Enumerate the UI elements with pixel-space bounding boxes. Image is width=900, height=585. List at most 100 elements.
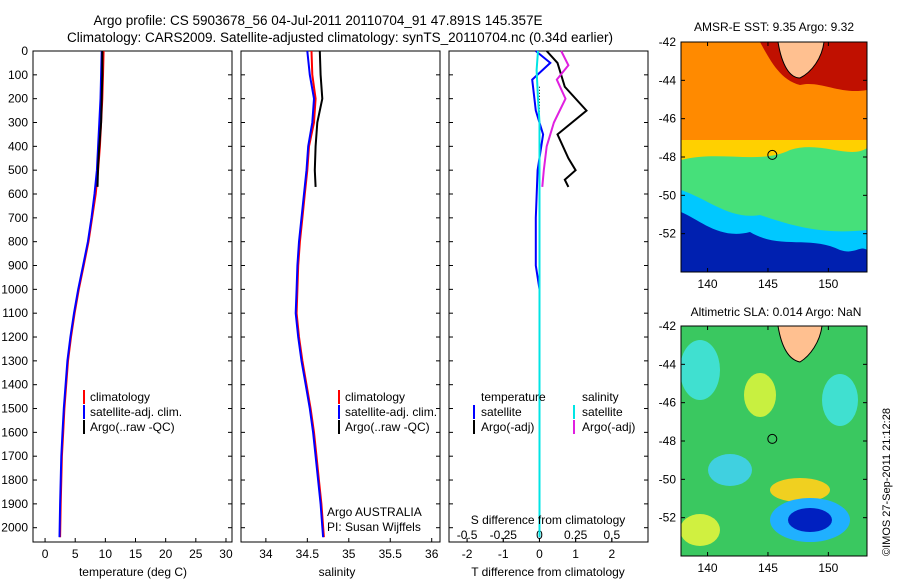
x-tick-label: 0 <box>42 547 49 561</box>
legend-label-satellite: satellite-adj. clim. <box>90 405 182 419</box>
depth-tick-label: 2000 <box>1 521 28 535</box>
legend-label-temp-argo: Argo(-adj) <box>481 420 534 434</box>
sla-cyan-eddy <box>708 454 752 486</box>
x-tick-label: 34.5 <box>296 547 320 561</box>
salinity-x-axis: 34 34.5 35 35.5 36 <box>259 538 439 561</box>
sla-land-tasmania <box>777 326 823 363</box>
depth-tick-label: 200 <box>8 92 28 106</box>
x-tick-label: 0.5 <box>603 528 620 542</box>
legend-label-sal-satellite: satellite <box>582 405 623 419</box>
map-x-tick-label: 150 <box>818 561 838 575</box>
sst-map-field <box>681 42 867 272</box>
pi-name-label: PI: Susan Wijffels <box>327 520 421 534</box>
x-tick-label: 36 <box>425 547 439 561</box>
temperature-x-axis: 0 5 10 15 20 25 30 <box>42 538 233 561</box>
temperature-panel: 0100200300400500600700800900100011001200… <box>1 44 233 579</box>
series-line-satellite-adj-clim- <box>294 50 325 538</box>
map-y-tick-label: -42 <box>659 319 677 333</box>
figure-title-line2: Climatology: CARS2009. Satellite-adjuste… <box>67 30 613 45</box>
map-x-tick-label: 145 <box>758 277 778 291</box>
legend-label-temp-satellite: satellite <box>481 405 522 419</box>
x-tick-label: 25 <box>189 547 203 561</box>
t-difference-label: T difference from climatology <box>471 565 625 579</box>
series-line-salinity-satellite <box>535 50 541 538</box>
depth-tick-label: 1200 <box>1 330 28 344</box>
map-y-tick-label: -52 <box>659 227 677 241</box>
x-tick-label: 35.5 <box>379 547 403 561</box>
series-line-salinity-argo-adj- <box>541 50 570 187</box>
map-y-tick-label: -48 <box>659 434 677 448</box>
s-difference-label: S difference from climatology <box>471 513 626 527</box>
difference-y-ticks <box>449 50 648 529</box>
x-tick-label: 5 <box>72 547 79 561</box>
map-y-tick-label: -48 <box>659 150 677 164</box>
legend-label-argo: Argo(..raw -QC) <box>90 420 175 434</box>
salinity-panel: 34 34.5 35 35.5 36 climatology satellite-adj… <box>240 50 441 579</box>
series-line-temperature-argo-adj- <box>545 50 588 188</box>
series-line-satellite-adj-clim- <box>58 50 103 538</box>
x-tick-label: -0.5 <box>457 528 478 542</box>
map-y-tick-label: -52 <box>659 511 677 525</box>
legend-header-temperature: temperature <box>481 390 546 404</box>
sst-map-title: AMSR-E SST: 9.35 Argo: 9.32 <box>694 20 854 34</box>
difference-x-axis: -2 -1 0 1 2-0.5 -0.25 0 0.25 0.5 <box>457 528 621 561</box>
sla-map-title: Altimetric SLA: 0.014 Argo: NaN <box>691 305 862 319</box>
map-x-tick-label: 145 <box>758 561 778 575</box>
depth-tick-label: 500 <box>8 163 28 177</box>
depth-axis: 0 100 200 300 400 500 600 700 800 900 1000 1100 1200… <box>1 44 232 535</box>
figure-title-line1: Argo profile: CS 5903678_56 04-Jul-2011 … <box>93 13 542 28</box>
sla-low-eddy <box>788 508 832 532</box>
map-x-tick-label: 150 <box>818 277 838 291</box>
map-x-tick-label: 140 <box>698 561 718 575</box>
depth-tick-label: 1100 <box>2 306 28 320</box>
map-y-tick-label: -44 <box>659 357 677 371</box>
imos-credit: ©IMOS 27-Sep-2011 21:12:28 <box>881 408 893 556</box>
difference-panel: -2 -1 0 1 2-0.5 -0.25 0 0.25 0.5 temperature sal… <box>448 50 649 579</box>
x-tick-label: 15 <box>129 547 143 561</box>
x-tick-label: 34 <box>259 547 273 561</box>
temperature-plot-frame <box>32 50 233 543</box>
depth-tick-label: 1700 <box>1 449 28 463</box>
sst-map-axes: -42 -44 -46 -48 -50 -52 140 145 150 <box>659 35 867 291</box>
sla-cyan-eddy <box>822 374 858 426</box>
map-y-tick-label: -50 <box>659 188 677 202</box>
salinity-plot-frame <box>240 50 441 543</box>
sla-cyan-eddy <box>681 340 720 400</box>
x-tick-label: 30 <box>219 547 233 561</box>
x-tick-label: 1 <box>572 547 579 561</box>
salinity-legend: climatology satellite-adj. clim. Argo(..… <box>338 390 437 434</box>
x-tick-label: 0.25 <box>564 528 588 542</box>
sst-land-tasmania <box>777 42 825 79</box>
legend-label-sal-argo: Argo(-adj) <box>582 420 635 434</box>
depth-tick-label: 1000 <box>1 282 28 296</box>
legend-label-climatology: climatology <box>90 390 150 404</box>
temperature-legend: climatology satellite-adj. clim. Argo(..… <box>83 390 182 434</box>
depth-tick-label: 300 <box>8 116 28 130</box>
depth-tick-label: 900 <box>8 259 28 273</box>
sla-yellow-eddy <box>681 514 720 546</box>
depth-tick-label: 1900 <box>1 497 28 511</box>
argo-location-marker <box>767 433 778 444</box>
depth-tick-label: 1400 <box>1 378 28 392</box>
temperature-series <box>58 50 105 538</box>
difference-series <box>531 50 588 538</box>
depth-tick-label: 400 <box>8 139 28 153</box>
depth-tick-label: 800 <box>8 235 28 249</box>
depth-tick-label: 100 <box>8 68 28 82</box>
x-tick-label: 20 <box>159 547 173 561</box>
x-tick-label: 10 <box>99 547 113 561</box>
series-line-argo-raw-qc- <box>313 50 324 187</box>
sla-yellow-eddy <box>770 478 830 502</box>
depth-tick-label: 1300 <box>1 354 28 368</box>
depth-tick-label: 1600 <box>1 425 28 439</box>
x-tick-label: 2 <box>608 547 615 561</box>
difference-legend: temperature salinity satellite Argo(-adj… <box>473 390 635 434</box>
legend-label-climatology: climatology <box>345 390 405 404</box>
depth-tick-label: 1800 <box>1 473 28 487</box>
x-tick-label: 0 <box>536 547 543 561</box>
series-line-argo-raw-qc- <box>96 51 104 187</box>
depth-tick-label: 0 <box>21 44 28 58</box>
argo-location-marker <box>767 149 778 160</box>
